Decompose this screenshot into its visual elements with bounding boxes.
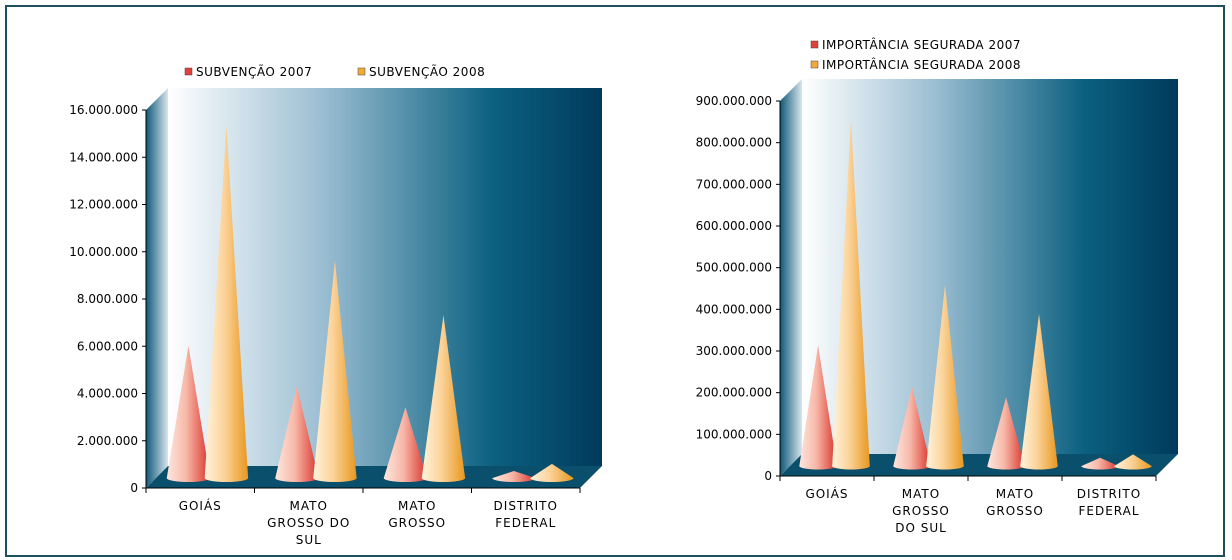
- legend-label: IMPORTÂNCIA SEGURADA 2008: [822, 57, 1021, 72]
- y-tick-label: 500.000.000: [696, 261, 772, 275]
- y-tick-label: 6.000.000: [77, 339, 138, 353]
- y-tick-label: 600.000.000: [696, 219, 772, 233]
- cone-2008: [1114, 454, 1152, 470]
- x-category-label: GOIÁS: [179, 498, 222, 513]
- y-tick-label: 0: [764, 469, 772, 483]
- side-wall: [146, 88, 168, 488]
- y-tick-label: 400.000.000: [696, 302, 772, 316]
- y-tick-label: 4.000.000: [77, 387, 138, 401]
- cone-2008: [313, 260, 357, 483]
- legend-swatch: [810, 40, 819, 49]
- y-tick-label: 800.000.000: [696, 136, 772, 150]
- y-tick-label: 200.000.000: [696, 386, 772, 400]
- legend-label: IMPORTÂNCIA SEGURADA 2007: [822, 37, 1021, 52]
- floor: [146, 466, 602, 488]
- cone-2007: [893, 386, 931, 470]
- legend-label: SUBVENÇÃO 2007: [196, 64, 312, 79]
- cone-2007: [799, 345, 837, 470]
- y-tick-label: 900.000.000: [696, 94, 772, 108]
- cone-2007: [383, 407, 428, 483]
- cone-2007: [275, 385, 319, 483]
- legend-label: SUBVENÇÃO 2008: [369, 64, 485, 79]
- x-category-label: MATO GROSSO DO SUL: [267, 499, 350, 547]
- back-wall: [802, 79, 1178, 454]
- y-tick-label: 16.000.000: [69, 103, 138, 117]
- x-category-label: MATO GROSSO: [986, 487, 1044, 518]
- y-tick-label: 0: [130, 481, 138, 495]
- x-category-label: GOIÁS: [805, 486, 848, 501]
- cone-2008: [530, 463, 574, 483]
- x-category-label: MATO GROSSO DO SUL: [892, 487, 950, 535]
- x-category-label: DISTRITO FEDERAL: [1077, 487, 1141, 518]
- y-tick-label: 12.000.000: [69, 198, 138, 212]
- cone-2008: [1020, 314, 1058, 470]
- subvencao-chart: 0 2.000.000 4.000.000 6.000.000 8.000.000 10.…: [69, 64, 602, 547]
- y-tick-label: 100.000.000: [696, 427, 772, 441]
- cone-2008: [926, 284, 964, 470]
- back-wall: [168, 88, 602, 466]
- x-category-label: DISTRITO FEDERAL: [494, 499, 558, 530]
- y-tick-label: 8.000.000: [77, 292, 138, 306]
- cone-2007: [166, 345, 211, 483]
- importancia-segurada-chart: 0 100.000.000 200.000.000 300.000.000 400.00…: [696, 37, 1178, 535]
- y-tick-label: 700.000.000: [696, 177, 772, 191]
- cone-2008: [421, 315, 466, 483]
- side-wall: [780, 79, 802, 476]
- y-tick-label: 300.000.000: [696, 344, 772, 358]
- cone-2007: [1081, 457, 1119, 470]
- cone-2008: [204, 126, 249, 483]
- cone-2007: [492, 471, 536, 483]
- legend-swatch: [810, 60, 819, 69]
- x-category-label: MATO GROSSO: [388, 499, 446, 530]
- cone-2008: [832, 120, 870, 470]
- legend-swatch: [184, 67, 193, 76]
- legend-swatch: [357, 67, 366, 76]
- y-tick-label: 14.000.000: [69, 150, 138, 164]
- y-tick-label: 2.000.000: [77, 434, 138, 448]
- floor: [780, 454, 1178, 476]
- cone-2007: [987, 397, 1025, 470]
- y-tick-label: 10.000.000: [69, 245, 138, 259]
